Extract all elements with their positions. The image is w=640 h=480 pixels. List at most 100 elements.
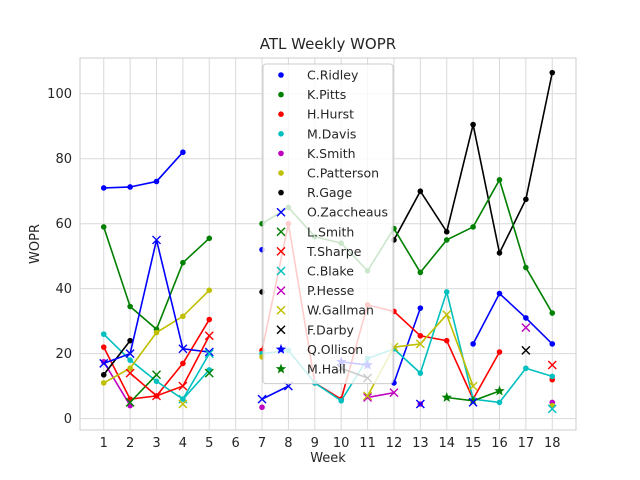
legend-label: Q.Ollison xyxy=(307,342,363,357)
legend-label: K.Pitts xyxy=(307,87,346,102)
data-point-extra xyxy=(547,360,557,370)
series-t-sharpe xyxy=(125,331,214,401)
x-tick-label: 7 xyxy=(258,436,266,451)
data-point xyxy=(417,188,424,195)
series-line xyxy=(367,391,395,399)
data-point xyxy=(496,349,503,355)
x-tick-label: 15 xyxy=(465,436,482,451)
legend-marker xyxy=(278,72,284,78)
data-point xyxy=(496,290,503,297)
legend-item: T.Sharpe xyxy=(276,244,362,259)
data-point xyxy=(125,397,135,407)
data-point-extra xyxy=(415,399,425,409)
series-line xyxy=(103,151,184,189)
legend-label: C.Patterson xyxy=(307,166,379,181)
x-axis-label: Week xyxy=(310,451,346,466)
data-point xyxy=(496,399,503,406)
x-tick-label: 3 xyxy=(152,436,160,451)
data-point xyxy=(257,394,267,404)
y-tick-label: 60 xyxy=(55,217,72,232)
series-line xyxy=(182,353,210,400)
x-tick-label: 12 xyxy=(386,436,403,451)
legend-label: C.Blake xyxy=(307,264,354,279)
legend-label: M.Hall xyxy=(307,362,346,377)
legend-label: C.Ridley xyxy=(307,68,359,83)
data-point xyxy=(363,393,373,403)
data-point xyxy=(338,397,344,404)
data-point xyxy=(468,381,478,391)
legend-item: Q.Ollison xyxy=(275,342,363,357)
data-point xyxy=(100,371,107,378)
series-c-blake xyxy=(178,349,214,404)
x-tick-label: 10 xyxy=(333,436,350,451)
series-c-ridley xyxy=(100,149,186,191)
legend-marker xyxy=(278,91,284,98)
legend-item: M.Hall xyxy=(275,362,346,377)
data-point xyxy=(389,388,399,398)
legend-item: W.Gallman xyxy=(276,303,374,318)
legend-item: O.Zaccheaus xyxy=(276,205,388,220)
legend-marker xyxy=(276,207,286,217)
data-point xyxy=(496,177,503,183)
legend-label: M.Davis xyxy=(307,126,356,141)
data-point xyxy=(152,235,162,245)
data-point xyxy=(204,331,214,341)
data-point-extra xyxy=(547,404,557,414)
series-line-extra xyxy=(391,290,556,386)
data-point-extra xyxy=(521,345,531,355)
legend-label: L.Smith xyxy=(307,224,354,239)
data-point xyxy=(523,365,529,372)
data-point xyxy=(523,264,529,271)
data-point xyxy=(100,344,107,350)
x-tick-label: 14 xyxy=(438,436,455,451)
legend-marker xyxy=(278,189,284,196)
y-tick-label: 100 xyxy=(47,87,72,102)
data-point xyxy=(178,381,188,391)
legend-label: T.Sharpe xyxy=(306,244,362,259)
data-point xyxy=(363,391,373,401)
data-point xyxy=(549,69,556,76)
legend-item: F.Darby xyxy=(276,322,355,337)
data-point xyxy=(523,315,529,321)
series-c-patterson xyxy=(100,287,213,386)
series-line xyxy=(129,374,158,403)
y-tick-label: 80 xyxy=(55,152,72,167)
data-point-extra xyxy=(204,368,214,378)
legend-marker xyxy=(278,170,284,176)
legend-marker xyxy=(278,150,284,157)
data-point-extra xyxy=(259,404,265,411)
data-point xyxy=(180,149,186,156)
data-point xyxy=(178,344,188,354)
data-point xyxy=(523,196,529,203)
x-tick-label: 2 xyxy=(126,436,134,451)
y-tick-labels: 0 20 40 60 80 100 xyxy=(47,87,72,427)
data-point xyxy=(125,349,135,359)
legend-marker xyxy=(278,131,284,137)
data-point xyxy=(100,185,107,191)
data-point xyxy=(127,303,133,310)
legend-item: R.Gage xyxy=(278,185,352,200)
data-point xyxy=(153,329,160,336)
series-line xyxy=(129,335,210,397)
legend-item: P.Hesse xyxy=(276,283,355,298)
data-point xyxy=(470,341,476,347)
data-point xyxy=(442,310,452,320)
y-axis-label: WOPR xyxy=(28,224,43,264)
data-point xyxy=(417,332,424,339)
legend-label: K.Smith xyxy=(307,146,356,161)
y-tick-label: 0 xyxy=(64,412,72,427)
y-tick-label: 20 xyxy=(55,347,72,362)
legend-marker xyxy=(276,286,286,296)
data-point xyxy=(152,370,162,380)
data-point xyxy=(417,370,424,376)
legend-item: K.Pitts xyxy=(278,87,346,102)
data-point xyxy=(549,310,556,316)
data-point xyxy=(470,121,476,128)
x-tick-label: 16 xyxy=(491,436,508,451)
x-tick-label: 1 xyxy=(100,436,108,451)
data-point xyxy=(153,378,160,385)
legend-marker xyxy=(276,266,286,276)
data-point xyxy=(443,289,450,295)
data-point xyxy=(152,391,162,401)
